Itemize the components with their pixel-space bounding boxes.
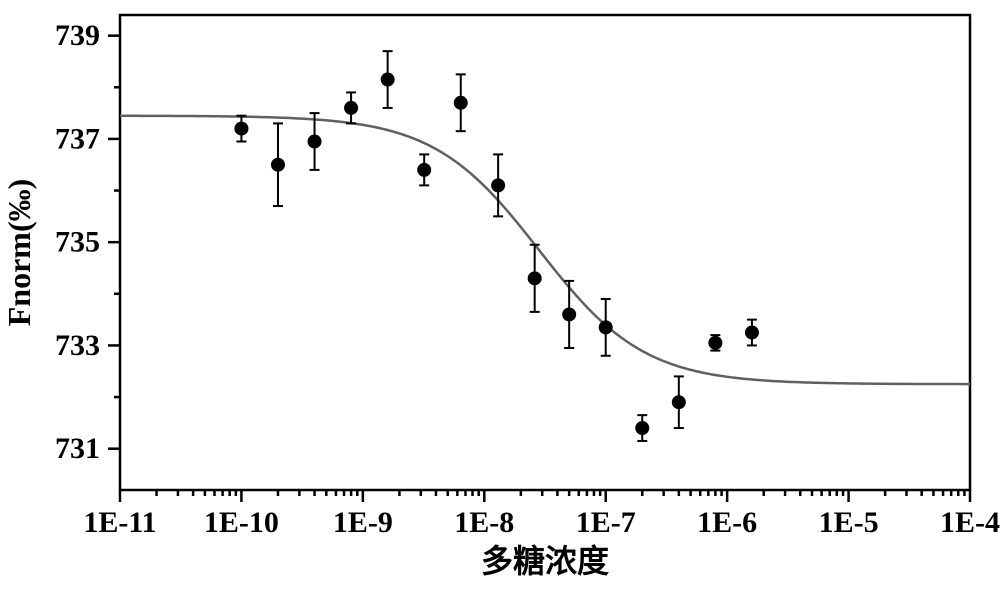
x-tick-label: 1E-6 <box>697 506 757 539</box>
x-axis-title: 多糖浓度 <box>481 543 609 579</box>
dose-response-chart: 731 733 735 737 739 1E-11 1E-10 1E-9 1E-8 1E-7 1E-… <box>0 0 1000 614</box>
chart-container: 731 733 735 737 739 1E-11 1E-10 1E-9 1E-8 1E-7 1E-… <box>0 0 1000 614</box>
x-tick-label: 1E-5 <box>819 506 879 539</box>
data-point <box>708 336 722 350</box>
y-tick-label: 731 <box>55 432 100 465</box>
y-tick-label: 739 <box>55 19 100 52</box>
data-point <box>528 271 542 285</box>
data-point <box>234 122 248 136</box>
data-point <box>599 320 613 334</box>
x-tick-label: 1E-7 <box>576 506 636 539</box>
x-tick-label: 1E-4 <box>940 506 1000 539</box>
data-point <box>454 96 468 110</box>
data-point <box>271 158 285 172</box>
y-tick-label: 733 <box>55 329 100 362</box>
y-tick-label: 735 <box>55 226 100 259</box>
data-point <box>562 307 576 321</box>
data-point <box>308 134 322 148</box>
data-point <box>381 73 395 87</box>
data-point <box>672 395 686 409</box>
data-point <box>491 178 505 192</box>
data-point <box>417 163 431 177</box>
x-tick-label: 1E-8 <box>454 506 514 539</box>
y-tick-label: 737 <box>55 122 100 155</box>
x-tick-label: 1E-11 <box>83 506 156 539</box>
data-point <box>745 326 759 340</box>
y-axis-title: Fnorm(‰) <box>1 179 37 327</box>
x-tick-label: 1E-10 <box>204 506 279 539</box>
data-point <box>344 101 358 115</box>
data-point <box>635 421 649 435</box>
x-tick-label: 1E-9 <box>333 506 393 539</box>
